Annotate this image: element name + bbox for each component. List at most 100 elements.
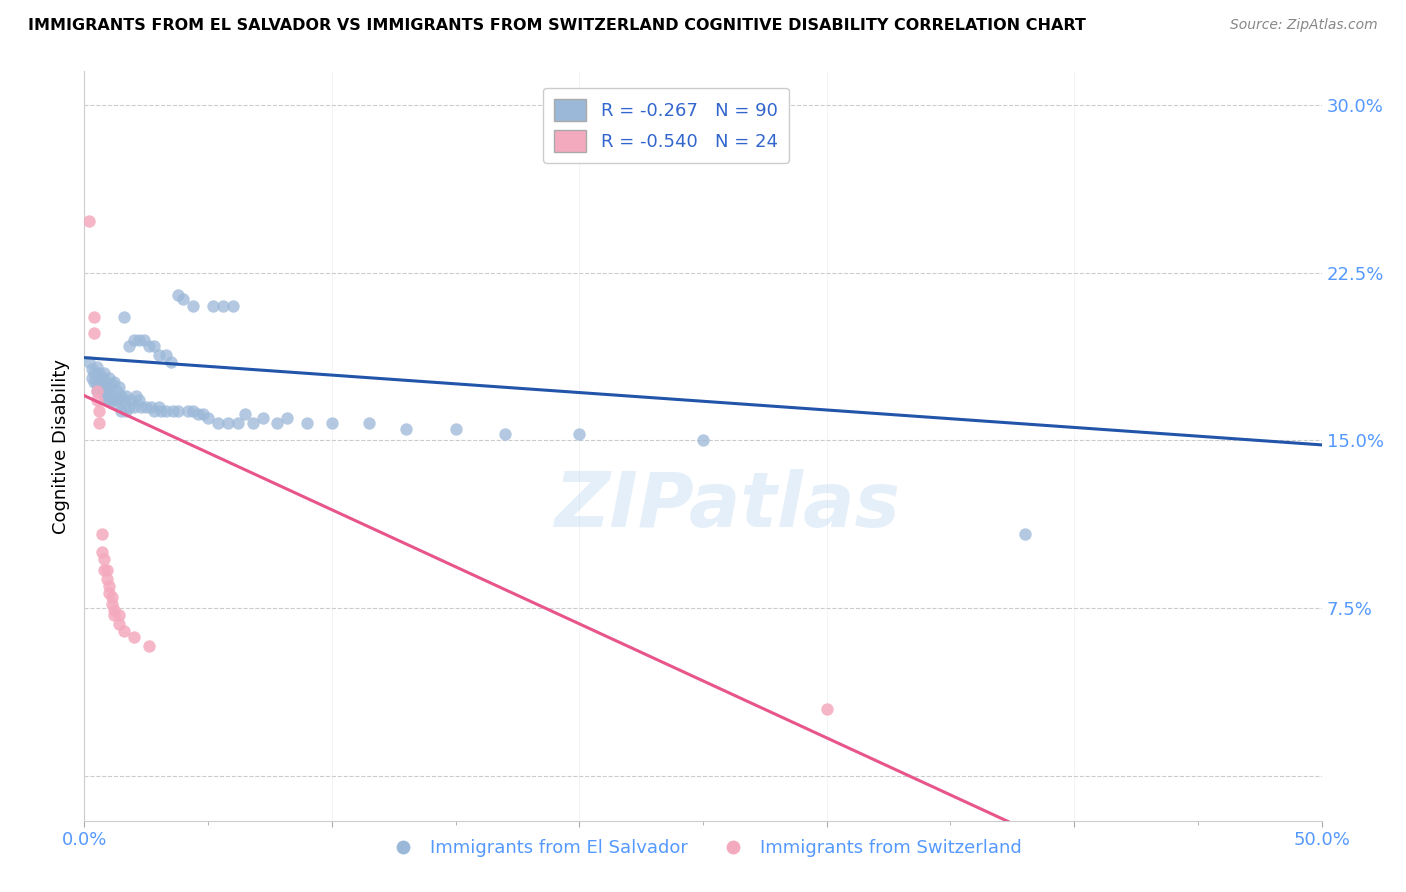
Point <box>242 416 264 430</box>
Point <box>357 416 380 430</box>
Point <box>295 416 318 430</box>
Point <box>86 359 108 374</box>
Point <box>125 389 148 403</box>
Point <box>83 326 105 340</box>
Point <box>276 411 298 425</box>
Point <box>155 404 177 418</box>
Text: ZIPatlas: ZIPatlas <box>555 469 901 543</box>
Point <box>494 426 516 441</box>
Point <box>120 393 142 408</box>
Point <box>321 416 343 430</box>
Point <box>90 384 112 399</box>
Point <box>197 411 219 425</box>
Point <box>177 404 200 418</box>
Point <box>150 404 173 418</box>
Point <box>86 384 108 399</box>
Point <box>79 355 101 369</box>
Point <box>148 348 170 362</box>
Point <box>122 630 145 644</box>
Point <box>103 603 125 617</box>
Point <box>132 333 155 347</box>
Point <box>96 393 118 408</box>
Point <box>100 590 122 604</box>
Point <box>100 389 122 403</box>
Point <box>93 376 115 390</box>
Point <box>167 404 190 418</box>
Point <box>98 393 121 408</box>
Point <box>103 607 125 622</box>
Point <box>128 393 150 408</box>
Point <box>100 377 122 392</box>
Point <box>89 373 111 387</box>
Point <box>98 579 121 593</box>
Point <box>217 416 239 430</box>
Point <box>444 422 467 436</box>
Point <box>138 339 160 353</box>
Point <box>212 299 235 313</box>
Point <box>90 527 112 541</box>
Point <box>96 563 118 577</box>
Point <box>167 288 190 302</box>
Point <box>93 563 115 577</box>
Point <box>90 377 112 392</box>
Point <box>222 299 245 313</box>
Point <box>83 376 105 390</box>
Point <box>135 400 157 414</box>
Point <box>162 404 184 418</box>
Point <box>266 416 288 430</box>
Point <box>108 616 131 631</box>
Point <box>122 333 145 347</box>
Point <box>191 407 214 421</box>
Point <box>226 416 249 430</box>
Point <box>160 355 183 369</box>
Point <box>112 624 135 638</box>
Point <box>252 411 274 425</box>
Point <box>89 367 111 381</box>
Point <box>103 376 125 390</box>
Point <box>233 407 256 421</box>
Point <box>118 339 141 353</box>
Point <box>128 333 150 347</box>
Point <box>568 426 591 441</box>
Point <box>103 393 125 408</box>
Point <box>395 422 418 436</box>
Point <box>202 299 225 313</box>
Point <box>83 367 105 381</box>
Point <box>98 382 121 396</box>
Point <box>187 407 209 421</box>
Point <box>112 393 135 408</box>
Point <box>138 639 160 653</box>
Point <box>105 384 128 399</box>
Point <box>129 400 152 414</box>
Point <box>172 293 194 307</box>
Point <box>108 607 131 622</box>
Point <box>1014 527 1036 541</box>
Point <box>142 404 165 418</box>
Point <box>96 377 118 392</box>
Point <box>181 404 204 418</box>
Point <box>89 416 111 430</box>
Text: IMMIGRANTS FROM EL SALVADOR VS IMMIGRANTS FROM SWITZERLAND COGNITIVE DISABILITY : IMMIGRANTS FROM EL SALVADOR VS IMMIGRANT… <box>28 18 1085 33</box>
Point <box>86 384 108 399</box>
Point <box>207 416 229 430</box>
Point <box>89 404 111 418</box>
Point <box>86 377 108 392</box>
Point <box>90 545 112 559</box>
Point <box>766 109 789 123</box>
Point <box>110 404 132 418</box>
Point <box>105 398 128 412</box>
Point <box>110 389 132 403</box>
Point <box>815 702 838 716</box>
Point <box>96 384 118 399</box>
Point <box>692 434 714 448</box>
Point <box>108 380 131 394</box>
Point <box>118 400 141 414</box>
Point <box>155 348 177 362</box>
Point <box>181 299 204 313</box>
Point <box>112 310 135 325</box>
Point <box>100 597 122 611</box>
Point <box>83 310 105 325</box>
Point <box>98 371 121 385</box>
Point <box>115 389 138 403</box>
Point <box>80 371 103 385</box>
